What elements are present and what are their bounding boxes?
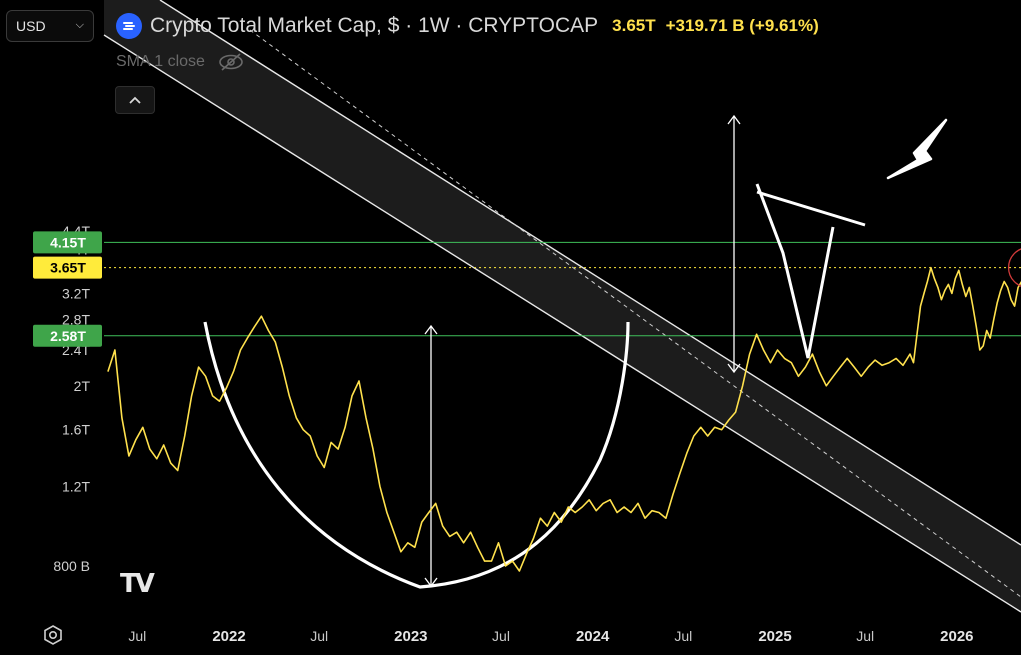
last-price-ring (1007, 248, 1021, 287)
x-tick-label-8: Jul (856, 628, 874, 644)
currency-label: USD (16, 18, 46, 34)
x-tick-label-9: 2026 (940, 628, 973, 645)
breakout-target-arrow-head-bottom (727, 363, 741, 374)
cup-curve (203, 321, 630, 589)
chevron-down-icon: ⌵ (75, 19, 84, 31)
tradingview-logo: TV (120, 569, 155, 599)
x-tick-label-1: 2022 (212, 628, 245, 645)
level-label-bg-0 (33, 231, 102, 254)
pattern-zigzag (755, 183, 835, 359)
y-tick-label-7: 1.2T (62, 478, 90, 494)
descending-channel (103, 0, 1021, 613)
cup-depth-arrow-head-top (424, 324, 438, 335)
x-tick-label-7: 2025 (758, 628, 791, 645)
last-value: 3.65T (612, 16, 656, 35)
channel-fill (104, 0, 1021, 612)
level-label-2: 3.65T (50, 260, 86, 276)
breakout-target-arrow (727, 114, 741, 374)
y-tick-label-3: 2.8T (62, 312, 90, 328)
x-tick-label-0: Jul (128, 628, 146, 644)
level-label-bg-2 (33, 256, 102, 279)
channel-lower-line (103, 34, 1021, 613)
y-tick-label-2: 3.2T (62, 285, 90, 301)
eye-off-icon[interactable] (217, 53, 245, 71)
cup-depth-arrow-head-bottom (424, 577, 438, 588)
level-label-1: 2.58T (50, 328, 86, 344)
symbol-title[interactable]: Crypto Total Market Cap, $ · 1W · CRYPTO… (150, 14, 599, 37)
x-tick-label-4: Jul (492, 628, 510, 644)
chevron-up-icon (129, 96, 141, 104)
x-tick-label-2: Jul (310, 628, 328, 644)
indicator-legend[interactable]: SMA 1 close (116, 53, 245, 71)
level-label-bg-1 (33, 324, 102, 347)
chart-header: Crypto Total Market Cap, $ · 1W · CRYPTO… (116, 13, 819, 39)
y-tick-label-6: 1.6T (62, 422, 90, 438)
cryptocap-logo (116, 13, 142, 39)
target-arrow (886, 118, 948, 180)
x-tick-label-5: 2024 (576, 628, 610, 645)
level-label-0: 4.15T (50, 234, 86, 250)
channel-upper-line (159, 0, 1021, 546)
cup-depth-arrow (424, 324, 438, 588)
currency-selector[interactable]: USD ⌵ (6, 10, 94, 42)
indicator-label: SMA 1 close (116, 53, 205, 70)
breakout-target-arrow-head-top (727, 114, 741, 125)
collapse-legend-button[interactable] (115, 86, 155, 114)
price-change: +319.71 B (+9.61%) (665, 16, 819, 35)
x-tick-label-3: 2023 (394, 628, 427, 645)
settings-icon[interactable] (42, 624, 64, 646)
y-tick-label-5: 2T (74, 378, 91, 394)
price-series-line (107, 266, 1021, 572)
x-tick-label-6: Jul (674, 628, 692, 644)
y-tick-label-8: 800 B (53, 558, 90, 574)
neckline (756, 190, 866, 227)
